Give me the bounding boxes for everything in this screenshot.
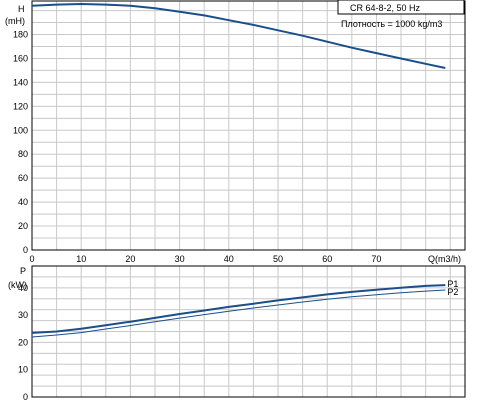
power-axis-label: P xyxy=(20,266,26,276)
power-tick-label: 40 xyxy=(18,283,28,293)
head-tick-label: 40 xyxy=(18,197,28,207)
head-tick-label: 100 xyxy=(13,125,28,135)
flow-tick-label: 30 xyxy=(175,254,185,264)
head-y-ticks: 0 20 40 60 80 100 120 140 160 180 xyxy=(13,30,28,255)
power-y-ticks: 0 10 20 30 40 xyxy=(18,283,28,400)
power-series-label-p1: P1 xyxy=(447,279,458,289)
head-tick-label: 180 xyxy=(13,30,28,40)
flow-tick-label: 70 xyxy=(371,254,381,264)
power-series-label-p2: P2 xyxy=(447,287,458,297)
head-tick-label: 160 xyxy=(13,53,28,63)
head-chart-panel: 0 20 40 60 80 100 120 140 160 180 0 10 20 30 40 50 60 70… xyxy=(5,0,466,264)
flow-tick-label: 20 xyxy=(125,254,135,264)
power-series xyxy=(31,284,446,338)
power-curve-p1 xyxy=(31,284,446,334)
flow-tick-label: 50 xyxy=(273,254,283,264)
flow-axis-label: Q(m3/h) xyxy=(428,254,461,264)
head-tick-label: 60 xyxy=(18,173,28,183)
power-tick-label: 30 xyxy=(18,310,28,320)
head-chart-frame xyxy=(31,0,466,251)
head-x-ticks: 0 10 20 30 40 50 60 70 xyxy=(29,254,381,264)
head-series xyxy=(31,3,446,69)
head-chart-grid xyxy=(32,1,465,250)
power-axis-unit: (kW) xyxy=(8,280,27,290)
flow-tick-label: 0 xyxy=(29,254,34,264)
power-chart-grid xyxy=(32,266,465,397)
flow-tick-label: 60 xyxy=(322,254,332,264)
info-box: CR 64-8-2, 50 Hz Плотность = 1000 kg/m3 xyxy=(337,0,465,29)
head-axis-unit: (mH) xyxy=(5,16,25,26)
power-curve-p2 xyxy=(31,289,446,338)
head-axis-label: H xyxy=(18,4,25,14)
flow-tick-label: 10 xyxy=(76,254,86,264)
model-label: CR 64-8-2, 50 Hz xyxy=(350,3,421,13)
power-tick-label: 20 xyxy=(18,337,28,347)
head-tick-label: 140 xyxy=(13,77,28,87)
head-tick-label: 80 xyxy=(18,149,28,159)
head-tick-label: 120 xyxy=(13,101,28,111)
head-tick-label: 0 xyxy=(23,245,28,255)
power-tick-label: 10 xyxy=(18,365,28,375)
density-label: Плотность = 1000 kg/m3 xyxy=(341,19,442,29)
power-chart-frame xyxy=(31,265,466,398)
info-box-frame xyxy=(337,0,465,15)
flow-tick-label: 40 xyxy=(224,254,234,264)
head-tick-label: 20 xyxy=(18,221,28,231)
head-curve-line xyxy=(31,3,446,69)
power-tick-label: 0 xyxy=(23,392,28,400)
